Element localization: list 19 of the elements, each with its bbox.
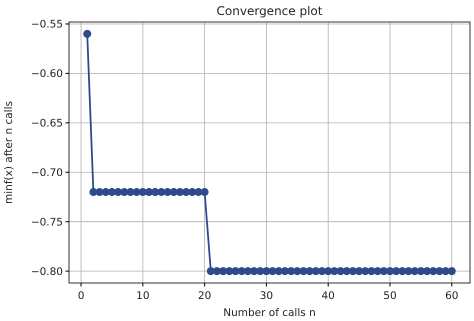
x-tick-label: 10: [136, 290, 150, 302]
x-tick-label: 40: [322, 290, 335, 302]
y-tick-label: −0.75: [30, 216, 63, 228]
x-axis-title: Number of calls n: [223, 307, 316, 319]
y-tick-label: −0.65: [30, 118, 63, 130]
chart-title: Convergence plot: [216, 4, 323, 18]
y-tick-label: −0.70: [30, 166, 63, 179]
y-axis-title: minf(x) after n calls: [3, 101, 15, 204]
y-tick-label: −0.80: [30, 266, 63, 278]
x-tick-label: 30: [260, 290, 274, 302]
point: [83, 30, 92, 38]
point: [200, 188, 209, 196]
x-tick-label: 0: [78, 290, 84, 302]
x-tick-label: 20: [198, 290, 212, 302]
y-tick-label: −0.55: [30, 18, 63, 31]
point: [448, 267, 456, 276]
x-tick-label: 50: [383, 290, 397, 302]
x-tick-label: 60: [445, 290, 458, 302]
y-tick-label: −0.60: [30, 68, 63, 80]
